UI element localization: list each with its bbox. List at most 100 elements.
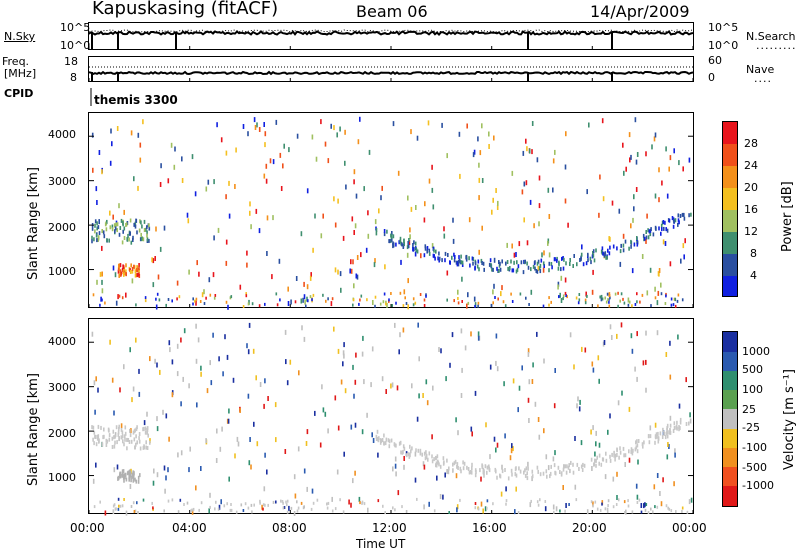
station-title: Kapuskasing (fitACF) xyxy=(92,0,279,19)
velocity-point xyxy=(354,470,356,476)
velocity-point xyxy=(209,360,211,366)
velocity-cb-m1000: -1000 xyxy=(742,479,774,492)
velocity-point xyxy=(132,476,135,480)
velocity-point xyxy=(654,505,656,509)
power-point xyxy=(557,281,560,287)
power-point xyxy=(106,238,108,243)
velocity-point xyxy=(226,418,229,424)
velocity-point xyxy=(575,498,578,502)
power-point xyxy=(306,188,309,194)
power-point xyxy=(410,206,413,212)
power-point xyxy=(435,249,437,254)
velocity-point xyxy=(380,438,383,443)
power-point xyxy=(140,232,142,237)
power-point xyxy=(461,276,463,282)
velocity-point xyxy=(122,469,125,474)
velocity-point xyxy=(557,465,560,470)
velocity-point xyxy=(488,466,490,471)
velocity-point xyxy=(326,506,329,510)
velocity-point xyxy=(236,436,239,442)
velocity-point xyxy=(126,437,128,442)
velocity-point xyxy=(91,425,93,430)
power-point xyxy=(407,304,409,310)
power-point xyxy=(510,259,512,264)
power-point xyxy=(672,303,675,307)
power-point xyxy=(683,212,685,217)
velocity-point xyxy=(424,456,427,461)
power-point xyxy=(565,294,567,297)
velocity-point xyxy=(599,508,602,512)
velocity-point xyxy=(138,439,141,444)
velocity-point xyxy=(439,494,442,499)
velocity-point xyxy=(144,426,147,431)
power-point xyxy=(412,247,414,252)
power-point xyxy=(264,142,266,148)
velocity-point xyxy=(474,390,477,396)
power-point xyxy=(665,146,667,152)
velocity-point xyxy=(470,426,473,432)
velocity-point xyxy=(408,452,411,457)
velocity-point xyxy=(210,380,213,386)
power-point xyxy=(609,236,611,242)
velocity-point xyxy=(375,434,378,439)
power-point xyxy=(465,257,468,262)
power-point xyxy=(125,272,127,277)
power-point xyxy=(225,300,228,304)
velocity-cb-m25: -25 xyxy=(742,421,760,434)
power-point xyxy=(131,266,134,271)
velocity-point xyxy=(581,346,583,352)
velocity-point xyxy=(591,361,594,367)
velocity-point xyxy=(456,462,459,467)
power-point xyxy=(447,253,449,257)
power-point xyxy=(515,269,518,274)
power-point xyxy=(309,275,312,281)
velocity-point xyxy=(668,430,671,435)
velocity-cb-100: 100 xyxy=(742,383,763,396)
velocity-point xyxy=(149,440,151,445)
velocity-point xyxy=(288,505,290,511)
power-point xyxy=(122,229,124,234)
power-point xyxy=(246,250,248,256)
power-point xyxy=(388,239,390,244)
power-point xyxy=(531,121,534,126)
power-point xyxy=(614,292,617,296)
power-point xyxy=(101,169,103,175)
velocity-point xyxy=(200,501,203,505)
power-point xyxy=(137,185,139,191)
power-point xyxy=(481,123,483,129)
velocity-point xyxy=(578,406,581,412)
velocity-point xyxy=(678,425,680,429)
velocity-point xyxy=(461,367,463,373)
power-point xyxy=(271,274,273,280)
velocity-point xyxy=(359,501,361,505)
velocity-point xyxy=(505,502,507,506)
power-point xyxy=(93,237,95,242)
velocity-point xyxy=(405,510,408,513)
power-point xyxy=(133,264,135,269)
velocity-point xyxy=(103,427,105,432)
power-point xyxy=(225,260,228,266)
velocity-point xyxy=(177,452,179,458)
velocity-point xyxy=(331,509,334,513)
velocity-point xyxy=(377,452,379,458)
power-point xyxy=(524,259,526,264)
power-point xyxy=(255,208,258,214)
velocity-point xyxy=(123,442,125,447)
velocity-point xyxy=(113,467,116,473)
power-point xyxy=(690,212,692,217)
velocity-point xyxy=(474,506,477,510)
velocity-point xyxy=(297,506,300,510)
velocity-point xyxy=(215,500,217,504)
power-point xyxy=(344,160,346,166)
velocity-point xyxy=(337,348,340,354)
velocity-point xyxy=(385,437,388,442)
velocity-point xyxy=(117,432,120,437)
power-point xyxy=(511,300,514,303)
velocity-point xyxy=(266,469,268,475)
velocity-point xyxy=(286,380,289,386)
power-point xyxy=(167,298,170,301)
velocity-point xyxy=(137,511,139,515)
velocity-point xyxy=(627,504,630,508)
velocity-point xyxy=(216,428,218,434)
power-point xyxy=(680,258,682,264)
